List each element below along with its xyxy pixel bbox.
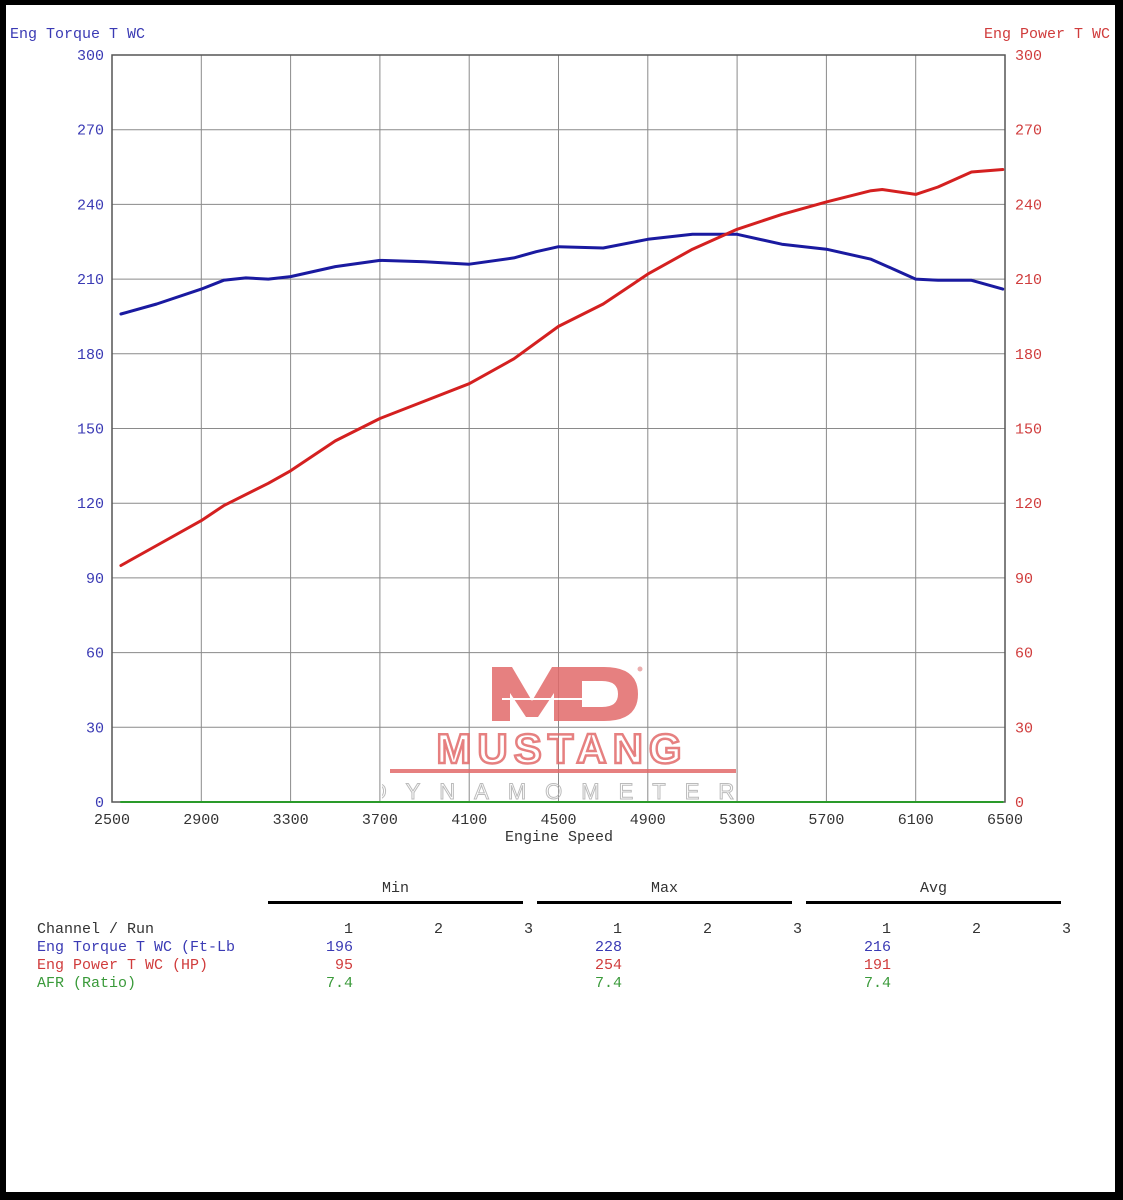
table-header-row: Channel / Run [37, 921, 154, 939]
value-cell-max: 7.4 [594, 975, 622, 992]
table-row-power: Eng Power T WC (HP) [37, 957, 208, 975]
run-header-max-3: 3 [792, 921, 802, 938]
x-tick-label: 6100 [898, 812, 934, 829]
table-row-afr: AFR (Ratio) [37, 975, 136, 993]
x-tick-label: 5300 [719, 812, 755, 829]
chart-series [119, 168, 1005, 803]
x-tick-label: 3300 [273, 812, 309, 829]
left-y-tick-label: 270 [77, 123, 104, 140]
series-line-eng-power-t-wc [119, 168, 1005, 567]
value-cell-min: 95 [334, 957, 353, 974]
right-y-tick-label: 90 [1015, 571, 1033, 588]
value-cell-max: 254 [594, 957, 622, 974]
x-axis-label: Engine Speed [505, 829, 613, 846]
value-cell-min: 196 [325, 939, 353, 956]
right-y-tick-label: 180 [1015, 347, 1042, 364]
right-y-tick-label: 150 [1015, 422, 1042, 439]
run-header-max-1: 1 [612, 921, 622, 938]
group-rule-min [268, 901, 523, 904]
left-y-tick-label: 240 [77, 197, 104, 214]
run-header-avg-2: 2 [971, 921, 981, 938]
right-y-tick-label: 270 [1015, 123, 1042, 140]
left-y-axis-ticks: 0 30 60 90 120 150 180 210 240 270 300 [77, 48, 104, 812]
run-header-avg-1: 1 [881, 921, 891, 938]
stats-table: Min Max Avg Channel / Run 1 2 3 1 2 3 1 2 3 Eng … [6, 880, 1115, 1000]
right-y-tick-label: 120 [1015, 496, 1042, 513]
left-y-tick-label: 30 [86, 720, 104, 737]
left-y-tick-label: 210 [77, 272, 104, 289]
group-header-min: Min [381, 880, 409, 897]
left-y-tick-label: 300 [77, 48, 104, 65]
right-y-tick-label: 240 [1015, 197, 1042, 214]
left-y-tick-label: 90 [86, 571, 104, 588]
left-y-tick-label: 120 [77, 496, 104, 513]
channel-label: Eng Power T WC (HP) [37, 957, 209, 974]
value-cell-max: 228 [594, 939, 622, 956]
left-y-tick-label: 0 [95, 795, 104, 812]
x-axis-ticks: 2500 2900 3300 3700 4100 4500 4900 5300 5700 6100… [94, 812, 1023, 829]
right-y-tick-label: 300 [1015, 48, 1042, 65]
x-tick-label: 3700 [362, 812, 398, 829]
x-tick-label: 4100 [451, 812, 487, 829]
x-tick-label: 6500 [987, 812, 1023, 829]
run-header-min-3: 3 [523, 921, 533, 938]
run-header-min-1: 1 [343, 921, 353, 938]
dyno-report-page: Eng Torque T WC Eng Power T WC 0 30 60 90 12… [6, 5, 1115, 1192]
run-header-avg-3: 3 [1061, 921, 1071, 938]
x-tick-label: 4500 [540, 812, 576, 829]
right-y-tick-label: 30 [1015, 720, 1033, 737]
value-cell-min: 7.4 [325, 975, 353, 992]
channel-label: AFR (Ratio) [37, 975, 137, 992]
left-y-tick-label: 60 [86, 646, 104, 663]
run-header-min-2: 2 [433, 921, 443, 938]
right-y-axis-ticks: 0 30 60 90 120 150 180 210 240 270 300 [1015, 48, 1042, 812]
value-cell-avg: 216 [863, 939, 891, 956]
series-line-eng-torque-t-wc [119, 232, 1005, 316]
x-tick-label: 2900 [183, 812, 219, 829]
value-cell-avg: 191 [863, 957, 891, 974]
row-header-label: Channel / Run [37, 921, 155, 938]
right-y-tick-label: 0 [1015, 795, 1024, 812]
run-header-max-2: 2 [702, 921, 712, 938]
x-tick-label: 5700 [808, 812, 844, 829]
dyno-chart: 0 30 60 90 120 150 180 210 240 270 300 0 30 60 90 120 1… [77, 48, 1042, 846]
x-tick-label: 4900 [630, 812, 666, 829]
right-y-tick-label: 60 [1015, 646, 1033, 663]
chart-grid [111, 54, 1006, 803]
right-axis-title: Eng Power T WC [983, 26, 1110, 43]
left-y-tick-label: 180 [77, 347, 104, 364]
x-tick-label: 2500 [94, 812, 130, 829]
left-y-tick-label: 150 [77, 422, 104, 439]
group-header-max: Max [650, 880, 678, 897]
group-header-avg: Avg [919, 880, 947, 897]
channel-label: Eng Torque T WC (Ft-Lb [37, 939, 236, 956]
right-y-tick-label: 210 [1015, 272, 1042, 289]
value-cell-avg: 7.4 [863, 975, 891, 992]
left-axis-title: Eng Torque T WC [10, 26, 146, 43]
group-rule-max [537, 901, 792, 904]
group-rule-avg [806, 901, 1061, 904]
table-row-torque: Eng Torque T WC (Ft-Lb [37, 939, 235, 957]
